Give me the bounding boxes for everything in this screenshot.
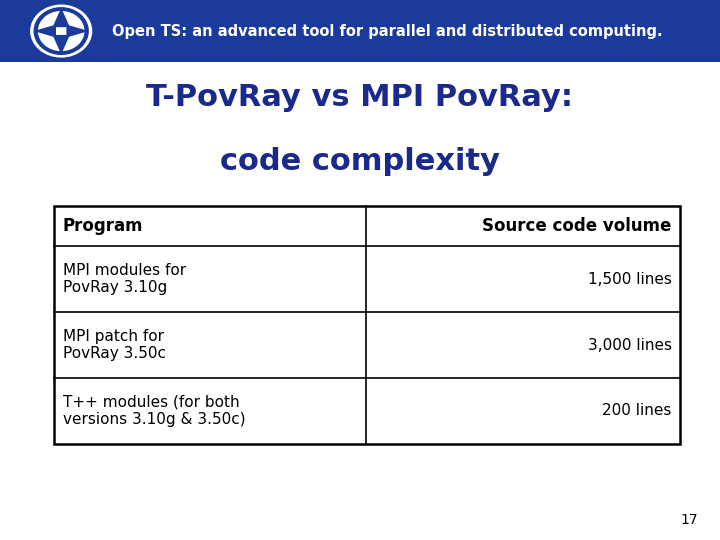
Polygon shape [53,8,70,27]
Text: MPI patch for: MPI patch for [63,329,163,344]
FancyBboxPatch shape [54,206,680,444]
Ellipse shape [38,11,84,51]
Text: T++ modules (for both: T++ modules (for both [63,395,239,410]
Text: versions 3.10g & 3.50c): versions 3.10g & 3.50c) [63,412,246,427]
Text: 1,500 lines: 1,500 lines [588,272,672,287]
FancyBboxPatch shape [0,0,720,62]
Text: code complexity: code complexity [220,147,500,177]
Text: Source code volume: Source code volume [482,217,672,235]
Text: 3,000 lines: 3,000 lines [588,338,672,353]
Polygon shape [66,24,89,38]
Text: PovRay 3.10g: PovRay 3.10g [63,280,167,295]
Text: 200 lines: 200 lines [603,403,672,418]
Text: MPI modules for: MPI modules for [63,263,186,278]
Polygon shape [53,35,70,55]
Polygon shape [34,24,56,38]
Text: 17: 17 [681,512,698,526]
Ellipse shape [34,7,89,55]
Text: Open TS: an advanced tool for parallel and distributed computing.: Open TS: an advanced tool for parallel a… [112,24,662,38]
Text: T-PovRay vs MPI PovRay:: T-PovRay vs MPI PovRay: [146,83,574,112]
Text: PovRay 3.50c: PovRay 3.50c [63,346,166,361]
Text: Program: Program [63,217,143,235]
Ellipse shape [30,4,92,58]
